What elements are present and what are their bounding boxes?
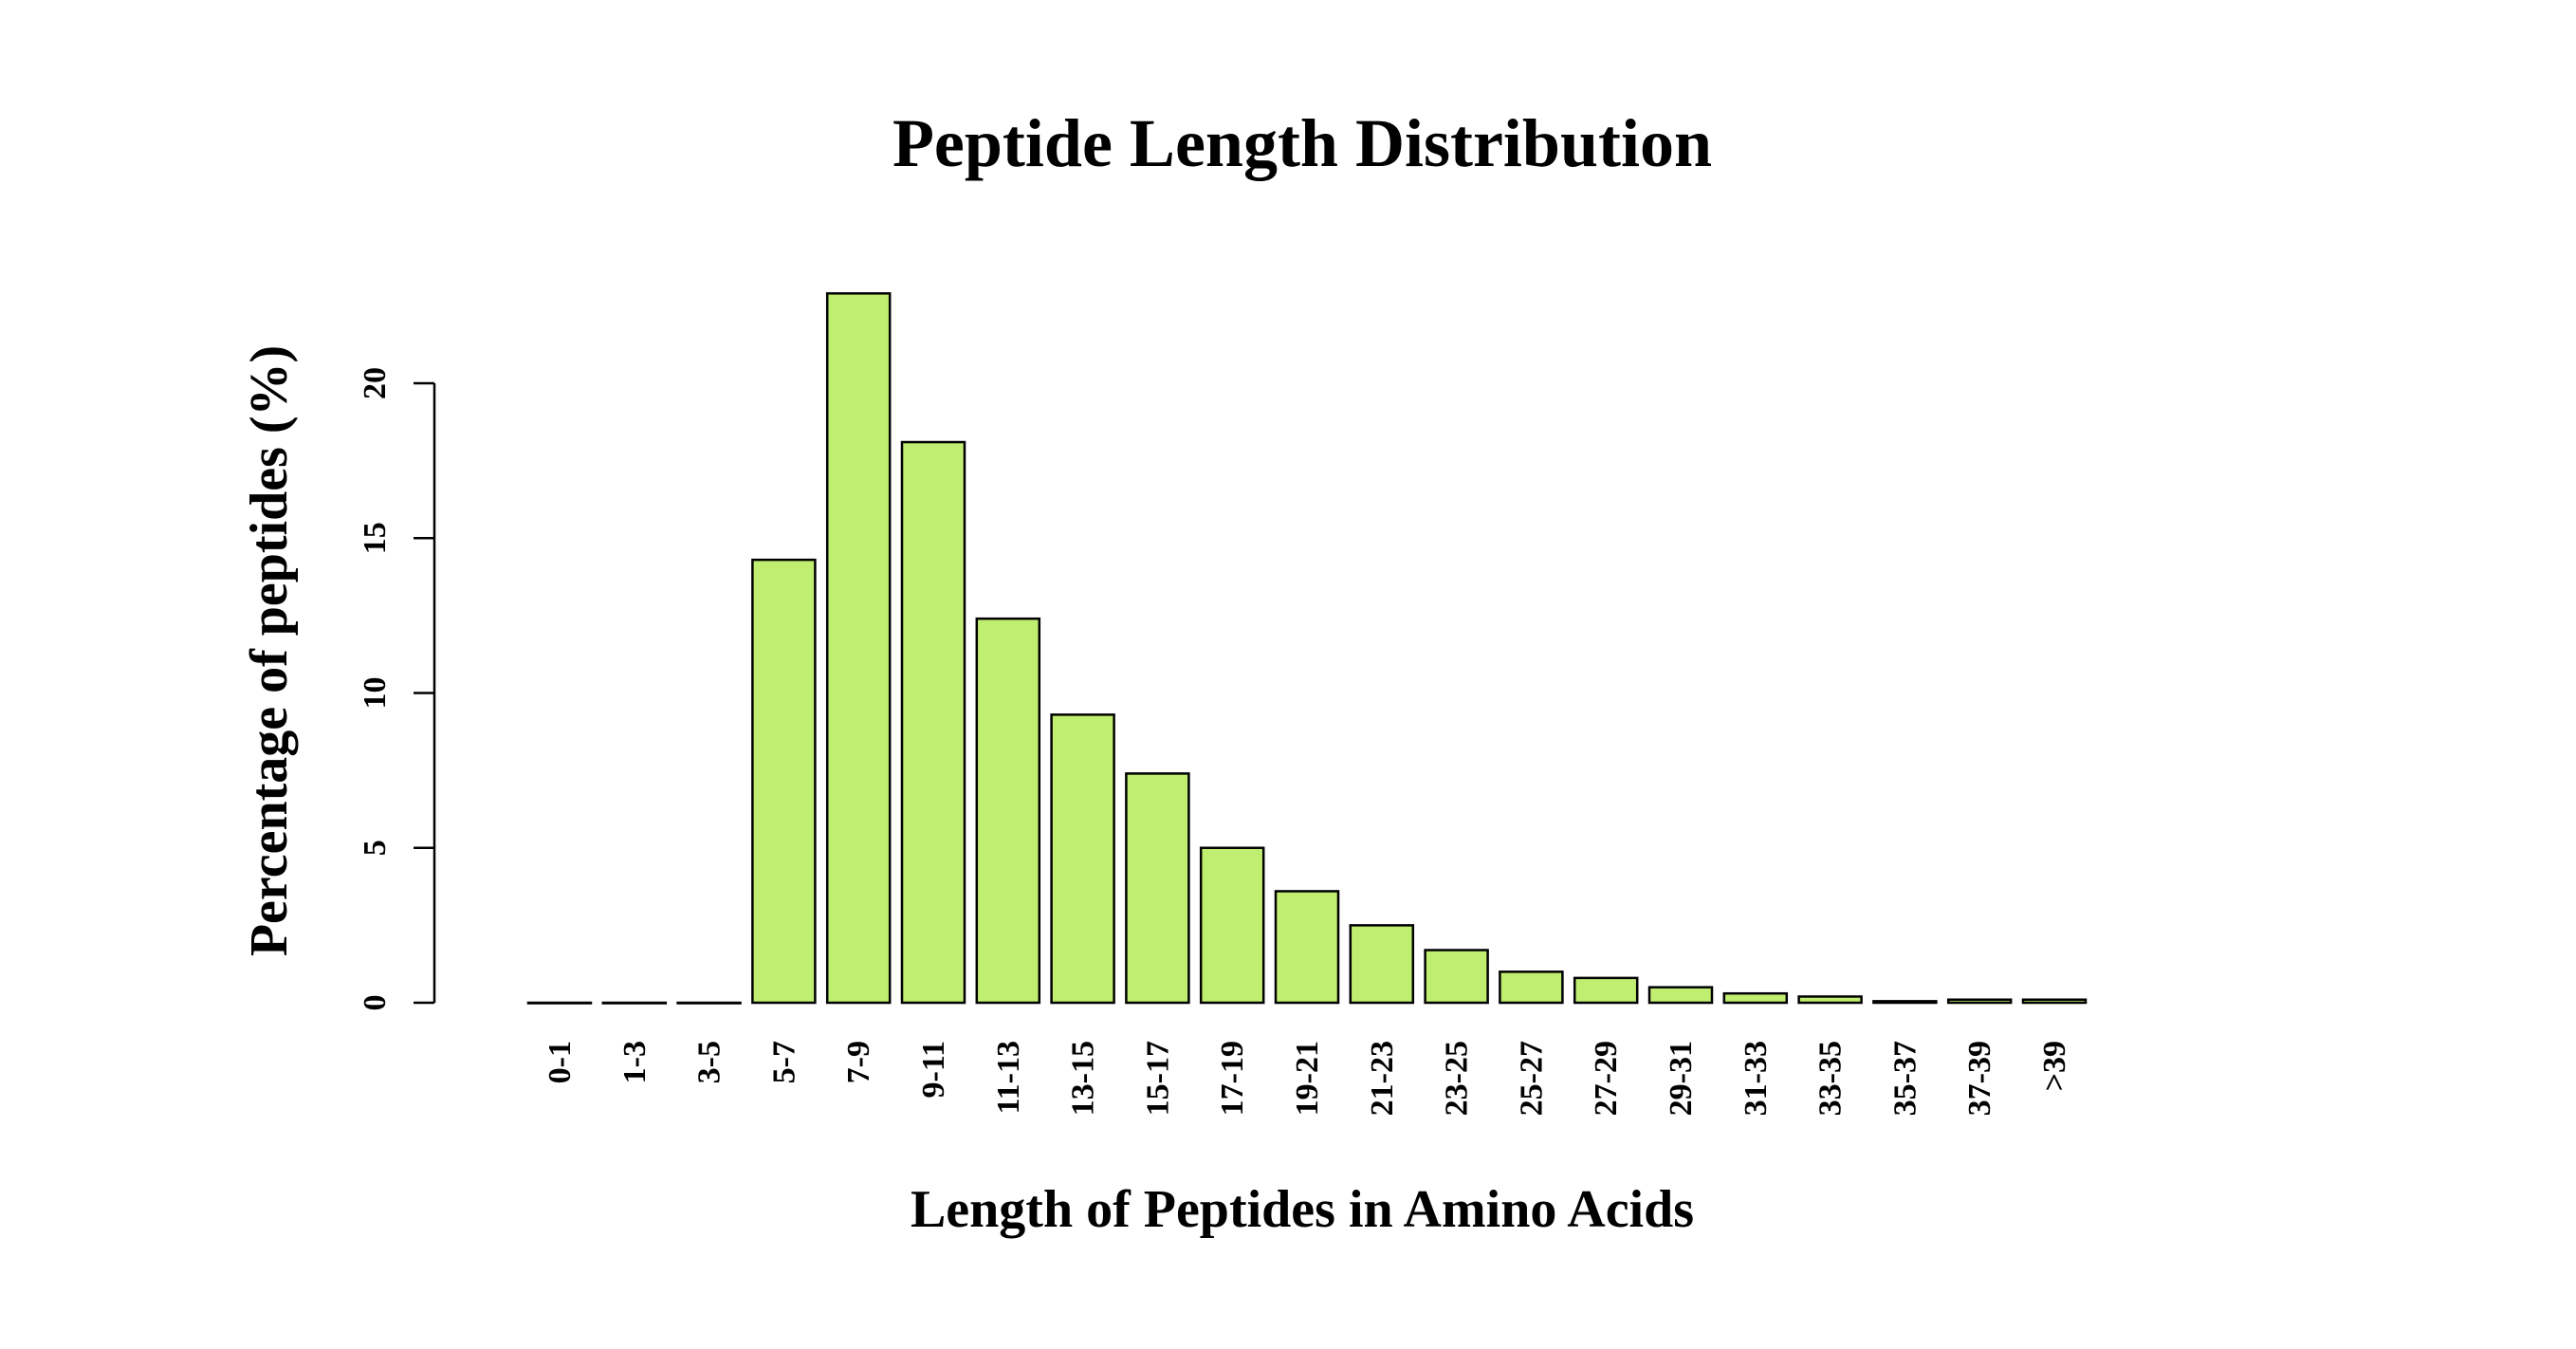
bar-37-39 [1946,998,2013,1005]
bar-35-37 [1872,1000,1938,1005]
x-tick-label: 21-23 [1365,1041,1400,1116]
x-tick-label: 11-13 [991,1041,1026,1114]
bar-33-35 [1797,995,1863,1005]
x-tick-label: 9-11 [916,1041,951,1098]
bar-13-15 [1050,713,1115,1005]
bar-3-5 [676,1001,742,1005]
x-tick-label: 25-27 [1514,1041,1549,1116]
x-tick-label: 29-31 [1664,1041,1699,1116]
bars-group [526,292,2088,1005]
bar-31-33 [1722,991,1789,1005]
x-tick-label: 1-3 [617,1041,653,1083]
y-tick-label: 10 [358,677,393,710]
x-tick-labels: 0-1 1-3 3-5 5-7 7-9 9-11 11-13 13-15 15-17 17-19 1… [543,1041,2072,1116]
x-tick-label: 35-37 [1887,1041,1923,1116]
bar-15-17 [1125,772,1190,1005]
bar-23-25 [1424,949,1489,1005]
bar-27-29 [1573,976,1639,1005]
y-tick-label: 20 [358,367,393,399]
chart-title: Peptide Length Distribution [892,105,1712,181]
y-tick-label: 5 [358,840,393,856]
x-tick-label: 5-7 [766,1041,801,1083]
bar-11-13 [975,617,1041,1005]
bar-25-27 [1499,970,1564,1005]
x-tick-label: 27-29 [1589,1041,1624,1116]
x-tick-label: 15-17 [1140,1041,1175,1116]
bar-5-7 [751,558,817,1005]
bar-0-1 [526,1001,593,1005]
bar-17-19 [1199,846,1265,1005]
bar-19-21 [1274,890,1340,1005]
x-tick-label: 19-21 [1290,1041,1325,1116]
bar-7-9 [825,292,892,1005]
bar-21-23 [1349,924,1415,1005]
x-tick-label: 37-39 [1962,1041,1997,1116]
x-tick-label: 31-33 [1739,1041,1774,1116]
x-tick-label: >39 [2037,1041,2072,1091]
x-tick-label: 7-9 [841,1041,876,1083]
x-tick-label: 13-15 [1066,1041,1101,1116]
x-axis-title: Length of Peptides in Amino Acids [911,1180,1694,1239]
x-tick-label: 3-5 [692,1041,727,1083]
bar-9-11 [900,440,966,1005]
x-tick-label: 17-19 [1215,1041,1250,1116]
bar-29-31 [1647,986,1714,1005]
y-tick-label: 0 [358,995,393,1011]
y-axis-title: Percentage of peptides (%) [240,345,299,956]
bar-1-3 [601,1001,668,1005]
x-tick-label: 23-25 [1440,1041,1475,1116]
bar-39 [2021,998,2088,1005]
y-axis: 0 5 10 15 20 [358,367,436,1011]
y-tick-label: 15 [358,522,393,554]
x-tick-label: 0-1 [543,1041,578,1083]
x-tick-label: 33-35 [1813,1041,1849,1116]
